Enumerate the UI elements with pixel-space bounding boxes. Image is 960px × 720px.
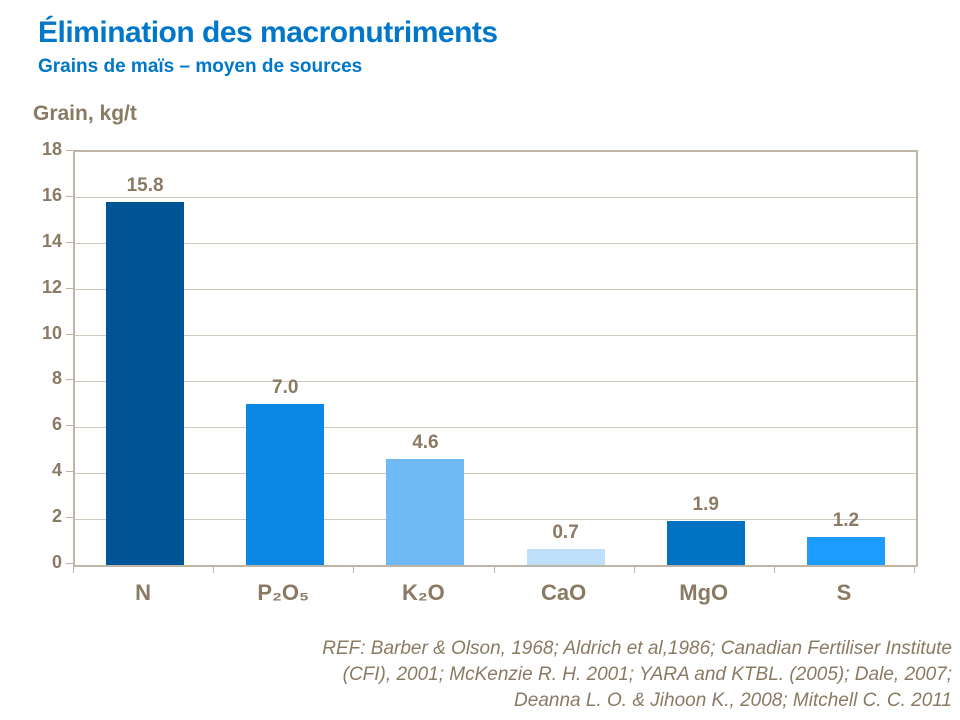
bar-value-label: 15.8 [126,175,164,197]
y-axis-tick-mark [66,563,75,564]
bar-value-label: 7.0 [272,377,299,399]
y-axis-tick-label: 2 [51,506,62,527]
gridline [75,426,916,428]
x-axis-tick-mark [914,565,915,573]
reference-text: REF: Barber & Olson, 1968; Aldrich et al… [322,636,952,714]
x-axis-tick-mark [773,565,775,573]
page-subtitle: Grains de maïs – moyen de sources [38,56,363,77]
bar-cao [526,548,605,565]
bar-value-label: 1.2 [832,510,860,532]
gridline [75,518,916,520]
reference-line: REF: Barber & Olson, 1968; Aldrich et al… [322,638,952,659]
y-axis-tick-mark [66,379,75,381]
y-axis-tick-mark [66,195,75,197]
x-axis-category-label: P₂O₅ [257,580,310,605]
bar-value-label: 1.9 [692,494,719,516]
y-axis-tick-label: 14 [41,230,62,251]
y-axis-tick-label: 10 [41,322,62,343]
y-axis-tick-label: 8 [51,368,62,389]
y-axis-tick-mark [66,517,75,519]
bar-value-label: 0.7 [552,521,579,543]
gridline [75,243,916,245]
x-axis-tick-mark [73,565,74,573]
y-axis-tick-label: 16 [41,184,62,205]
reference-line: (CFI), 2001; McKenzie R. H. 2001; YARA a… [342,664,952,685]
y-axis-tick-label: 18 [41,139,62,159]
gridline [75,289,916,291]
y-axis-tick-mark [66,425,75,427]
y-axis-tick-label: 4 [51,460,62,481]
x-axis-category-label: N [135,580,152,605]
y-axis-tick-mark [66,333,75,335]
y-axis-tick-label: 0 [51,552,62,572]
gridline [75,335,916,337]
x-axis-category-label: MgO [679,580,729,605]
x-axis-tick-mark [633,565,635,573]
reference-line: Deanna L. O. & Jihoon K., 2008; Mitchell… [514,690,952,711]
y-axis-tick-mark [66,150,75,151]
x-axis-category-label: S [836,580,852,605]
bar-n [106,202,185,565]
bar-mgo [666,521,745,565]
y-axis-title: Grain, kg/t [33,102,137,125]
bar-value-label: 4.6 [412,432,439,454]
chart-plot-area: 15.8 7.0 4.6 0.7 1.9 1.2 [73,150,918,567]
x-axis-category-label: CaO [540,580,587,605]
y-axis-tick-mark [66,241,75,243]
page-title: Élimination des macronutriments [38,16,498,49]
x-axis-category-label: K₂O [402,580,445,605]
bar-s [806,537,885,565]
gridline [75,472,916,474]
x-axis-tick-mark [353,565,355,573]
y-axis-tick-label: 12 [41,276,62,297]
x-axis-tick-mark [493,565,495,573]
y-axis-tick-mark [66,287,75,289]
bar-po [246,404,325,565]
bar-ko [386,459,465,565]
y-axis-tick-mark [66,471,75,473]
gridline [75,380,916,382]
gridline [75,197,916,199]
x-axis-tick-mark [213,565,215,573]
y-axis-tick-label: 6 [51,414,62,435]
